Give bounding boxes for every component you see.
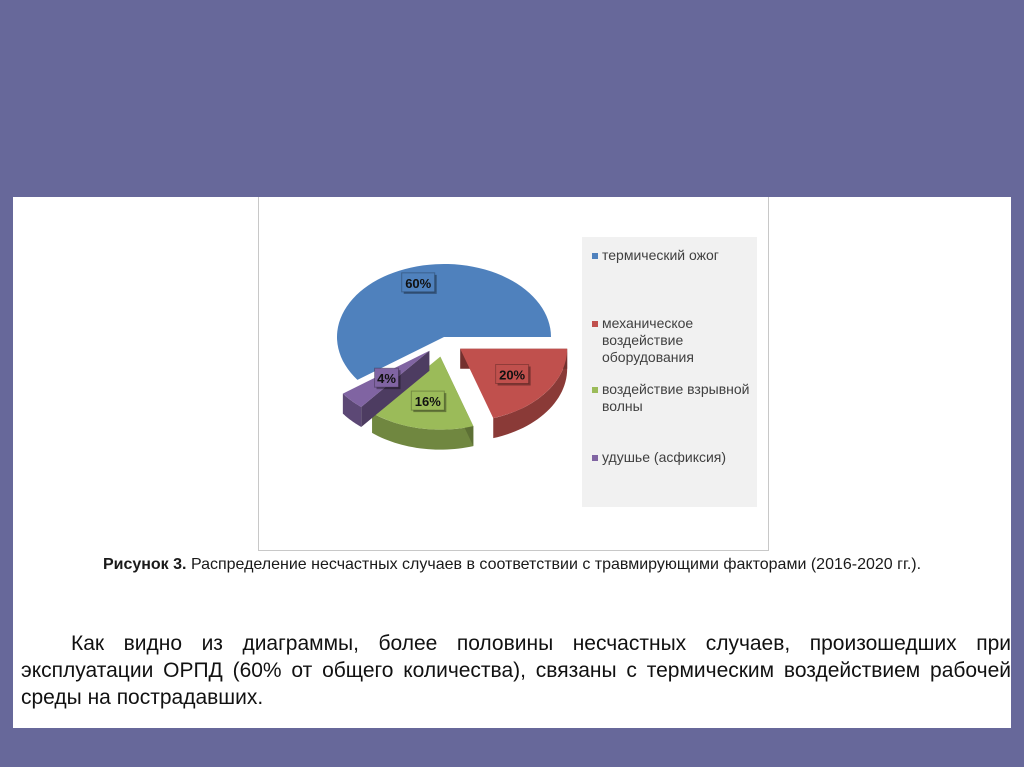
pie-data-label-asphyxia: 4% <box>374 367 401 390</box>
chart-legend: термический ожог механическое воздействи… <box>582 237 757 507</box>
pie-cut-asphyxia <box>361 350 430 427</box>
legend-swatch-blast-wave <box>592 387 598 393</box>
pie-slice-mechanical <box>460 348 568 439</box>
data-label-text: 60% <box>405 276 431 291</box>
legend-swatch-mechanical <box>592 321 598 327</box>
data-label-box <box>401 272 436 293</box>
pie-slice-thermal-burn <box>337 264 551 380</box>
pie-chart: 60% 20% 16% 4% <box>337 264 568 450</box>
legend-label-asphyxia: удушье (асфиксия) <box>602 449 727 465</box>
legend-item-blast-wave: воздействие взрывной волны <box>592 381 754 415</box>
legend-item-asphyxia: удушье (асфиксия) <box>592 449 754 466</box>
body-paragraph: Как видно из диаграммы, более половины н… <box>21 632 1011 709</box>
pie-side-mechanical <box>493 348 568 439</box>
pie-data-label-thermal-burn: 60% <box>401 272 437 294</box>
legend-item-mechanical: механическое воздействие оборудования <box>592 315 754 366</box>
legend-item-thermal-burn: термический ожог <box>592 247 754 264</box>
chart-frame: 60% 20% 16% 4% термический ожог механическо… <box>258 197 769 551</box>
figure-caption-text: Распределение несчастных случаев в соотв… <box>190 556 922 573</box>
figure-caption: Рисунок 3. Распределение несчастных случ… <box>13 554 1011 576</box>
data-label-box <box>410 390 445 411</box>
figure-caption-prefix: Рисунок 3. <box>102 556 187 573</box>
pie-data-label-blast-wave: 16% <box>410 390 447 413</box>
legend-swatch-asphyxia <box>592 455 598 461</box>
pie-side-blast-wave <box>372 412 474 450</box>
data-label-text: 20% <box>499 368 525 383</box>
data-label-text: 4% <box>377 371 396 386</box>
legend-swatch-thermal-burn <box>592 253 598 259</box>
pie-data-label-mechanical: 20% <box>495 364 531 386</box>
pie-top-thermal-burn <box>337 264 551 380</box>
legend-label-thermal-burn: термический ожог <box>602 247 719 263</box>
data-label-box <box>374 367 400 388</box>
data-label-box <box>495 364 530 385</box>
legend-label-mechanical: механическое воздействие оборудования <box>602 315 694 365</box>
pie-side-asphyxia <box>342 393 362 427</box>
data-label-text: 16% <box>415 394 441 409</box>
slide: 60% 20% 16% 4% термический ожог механическо… <box>13 197 1011 728</box>
legend-label-blast-wave: воздействие взрывной волны <box>602 381 750 414</box>
